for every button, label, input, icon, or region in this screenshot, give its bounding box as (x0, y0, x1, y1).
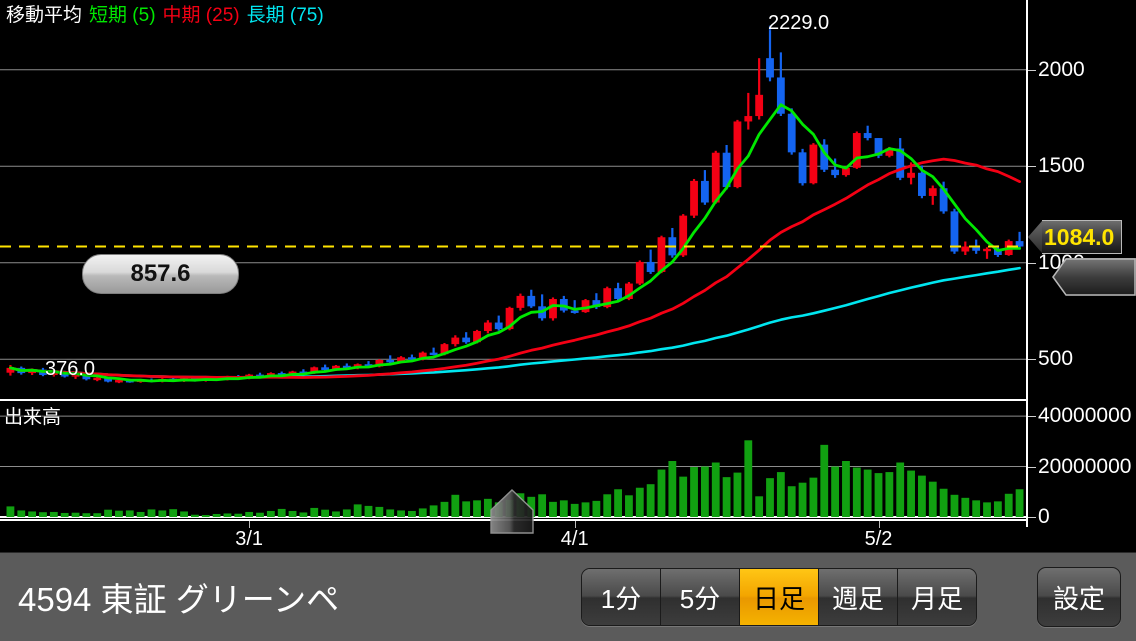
ma-legend-title: 移動平均 (6, 5, 83, 26)
price-tick (1028, 262, 1036, 264)
price-tick (1028, 359, 1036, 361)
interval-button-1[interactable]: 5分 (661, 569, 740, 625)
high-price-label: 2229.0 (768, 12, 830, 34)
interval-button-4[interactable]: 月足 (898, 569, 976, 625)
volume-tick (1028, 466, 1036, 468)
price-tick-label-1: 1500 (1038, 154, 1085, 178)
ma-legend-short: 短期 (5) (89, 5, 156, 26)
crosshair-axis-flag[interactable] (1052, 258, 1136, 296)
volume-section-label: 出来高 (4, 407, 62, 428)
current-price-flag: 1084.0 (1028, 220, 1123, 254)
date-tick-label-0: 3/1 (235, 528, 264, 550)
date-tick (574, 521, 576, 528)
bottom-toolbar: 4594 東証 グリーンペ 1分 5分 日足 週足 月足 設定 (0, 552, 1136, 641)
price-tick-label-3: 500 (1038, 347, 1074, 371)
price-tick-label-0: 2000 (1038, 57, 1085, 81)
stock-title: 4594 東証 グリーンペ (18, 581, 340, 618)
moving-average-legend: 移動平均 短期 (5) 中期 (25) 長期 (75) (6, 2, 324, 30)
current-price-value: 1084.0 (1042, 220, 1123, 254)
date-tick-label-1: 4/1 (560, 528, 589, 550)
range-drag-handle[interactable] (489, 488, 535, 535)
interval-button-0[interactable]: 1分 (582, 569, 661, 625)
axis-vertical-line (1026, 0, 1028, 527)
low-price-label: 376.0 (45, 358, 96, 380)
settings-button[interactable]: 設定 (1037, 567, 1121, 627)
date-tick (249, 521, 251, 528)
interval-button-3[interactable]: 週足 (819, 569, 898, 625)
volume-tick-label-0: 40000000 (1038, 404, 1132, 428)
ma-legend-mid: 中期 (25) (162, 5, 240, 26)
volume-tick (1028, 416, 1036, 418)
interval-segmented-control[interactable]: 1分 5分 日足 週足 月足 (581, 568, 977, 626)
volume-tick-label-2: 0 (1038, 505, 1050, 528)
ma-legend-long: 長期 (75) (246, 5, 324, 26)
date-tick (878, 521, 880, 528)
volume-tick-label-1: 20000000 (1038, 454, 1132, 478)
crosshair-value-pill[interactable]: 857.6 (82, 254, 239, 294)
price-tick (1028, 69, 1036, 71)
price-tick (1028, 166, 1036, 168)
price-flag-arrow (1028, 221, 1042, 253)
volume-tick (1028, 517, 1036, 518)
date-tick-label-2: 5/2 (864, 528, 893, 550)
interval-button-2[interactable]: 日足 (740, 569, 819, 625)
